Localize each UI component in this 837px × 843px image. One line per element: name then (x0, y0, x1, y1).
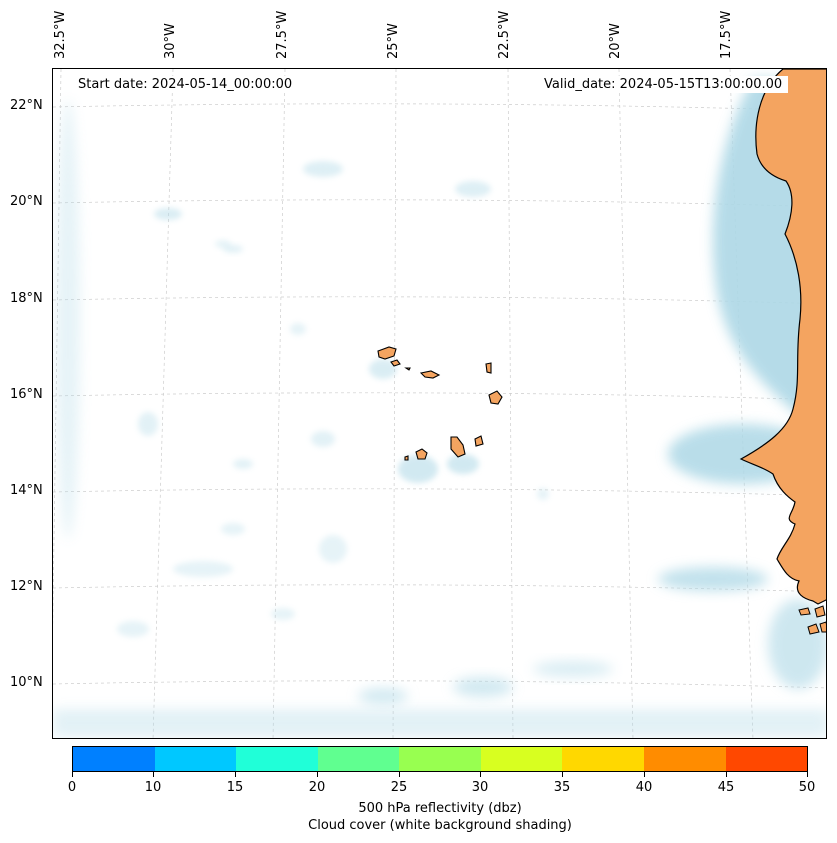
cloud-cover (53, 79, 826, 737)
gridlines (53, 69, 826, 738)
colorbar-segment (562, 747, 644, 771)
lon-label-17-5w: 17.5°W (719, 10, 734, 59)
lon-label-22-5w: 22.5°W (497, 10, 512, 59)
colorbar-tick (399, 772, 400, 777)
colorbar-tick (562, 772, 563, 777)
colorbar-segment (480, 747, 563, 771)
lat-label-20n: 20°N (10, 194, 43, 209)
colorbar-tick (153, 772, 154, 777)
island-sao-vicente (390, 359, 401, 367)
bissagos-islands (798, 605, 826, 635)
colorbar-tick (807, 772, 808, 777)
colorbar-tick (480, 772, 481, 777)
lon-label-27-5w: 27.5°W (275, 10, 290, 59)
colorbar-tick-label-50: 50 (798, 780, 816, 795)
valid-date-label: Valid_date: 2024-05-15T13:00:00.00 (538, 76, 789, 93)
colorbar-tick (726, 772, 727, 777)
colorbar-tick-label-0: 0 (67, 780, 77, 795)
colorbar-tick-label-15: 15 (226, 780, 244, 795)
colorbar-segment (73, 747, 155, 771)
island-santo-antao (377, 346, 397, 360)
map-area[interactable] (52, 68, 827, 739)
colorbar-segment (317, 747, 400, 771)
lon-label-30w: 30°W (163, 23, 178, 59)
colorbar-tick (235, 772, 236, 777)
lon-label-25w: 25°W (386, 23, 401, 59)
island-fogo (415, 448, 428, 460)
lat-label-16n: 16°N (10, 387, 43, 402)
lon-label-20w: 20°W (608, 23, 623, 59)
africa-coast (739, 69, 826, 605)
lat-label-14n: 14°N (10, 483, 43, 498)
colorbar-caption-line1: 500 hPa reflectivity (dbz) (358, 801, 522, 816)
colorbar-segment (643, 747, 726, 771)
cape-verde-islands (377, 346, 503, 461)
colorbar-segment (399, 747, 481, 771)
map-canvas (53, 69, 826, 738)
lat-label-18n: 18°N (10, 291, 43, 306)
colorbar-tick-label-40: 40 (635, 780, 653, 795)
colorbar-tick-label-45: 45 (717, 780, 735, 795)
lat-label-12n: 12°N (10, 579, 43, 594)
lat-label-10n: 10°N (10, 675, 43, 690)
colorbar-tick-label-10: 10 (144, 780, 162, 795)
island-sao-nicolau (419, 370, 441, 379)
lon-label-32-5w: 32.5°W (53, 10, 68, 59)
island-boa-vista (488, 390, 503, 405)
island-santiago (450, 436, 466, 458)
island-brava (404, 455, 409, 461)
island-santa-luzia (404, 367, 411, 371)
colorbar-caption-line2: Cloud cover (white background shading) (308, 818, 572, 833)
colorbar-tick-label-20: 20 (308, 780, 326, 795)
colorbar-tick (317, 772, 318, 777)
colorbar-tick-label-25: 25 (390, 780, 408, 795)
start-date-label: Start date: 2024-05-14_00:00:00 (72, 76, 299, 93)
island-sal (485, 362, 492, 374)
island-maio (474, 435, 484, 447)
colorbar-segment (236, 747, 318, 771)
colorbar-segment (154, 747, 237, 771)
reflectivity-colorbar (72, 746, 808, 772)
colorbar-tick (72, 772, 73, 777)
colorbar-segment (725, 747, 808, 771)
colorbar-tick-label-35: 35 (553, 780, 571, 795)
colorbar-tick (644, 772, 645, 777)
lat-label-22n: 22°N (10, 98, 43, 113)
colorbar-tick-label-30: 30 (471, 780, 489, 795)
